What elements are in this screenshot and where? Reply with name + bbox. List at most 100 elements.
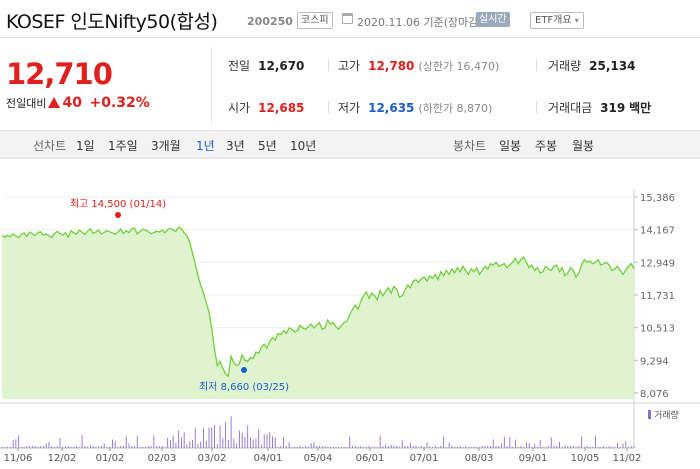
x-tick-label: 10/05 [571, 453, 600, 464]
volume-bar [476, 447, 478, 448]
page-title: KOSEF 인도Nifty50(합성) [6, 11, 218, 33]
volume-bar [454, 447, 456, 448]
volume-bar [352, 446, 353, 448]
volume-bar [341, 447, 342, 448]
volume-bar [150, 446, 152, 448]
volume-bar [514, 439, 516, 448]
volume-legend-swatch [648, 410, 651, 419]
volume-bar [299, 445, 301, 448]
volume-bar [545, 447, 547, 448]
volume-bar [506, 446, 508, 448]
volume-bar [45, 443, 47, 448]
x-tick-label: 12/02 [48, 453, 77, 464]
volume-bar [556, 446, 558, 448]
volume-bar [407, 446, 409, 448]
volume-bar [302, 447, 304, 448]
etf-overview-dropdown[interactable]: ETF개요 ▾ [530, 12, 584, 29]
volume-bar [517, 447, 519, 448]
volume-bar [550, 437, 552, 448]
volume-bar [120, 446, 122, 448]
x-tick-label: 11/06 [4, 453, 33, 464]
realtime-button[interactable]: 실시간 [476, 12, 510, 27]
volume-bar [288, 442, 290, 448]
volume-bar [343, 447, 345, 448]
volume-bar [241, 432, 243, 448]
volume-bar [404, 446, 406, 448]
volume-bar [630, 446, 632, 448]
tab-1w[interactable]: 1주일 [108, 139, 138, 153]
volume-bar [481, 446, 483, 448]
amount-label: 거래대금 [548, 101, 593, 115]
volume-bar [9, 447, 11, 448]
tab-1y[interactable]: 1년 [196, 139, 215, 153]
stock-code: 200250 [247, 15, 293, 28]
volume-bar [374, 447, 376, 448]
volume-bar [611, 447, 613, 448]
high-value: 12,780 [368, 59, 415, 73]
volume-bar [266, 434, 268, 448]
y-tick-label: 10,513 [640, 324, 675, 335]
amount-unit: 백만 [629, 101, 652, 115]
volume-bar [89, 445, 91, 448]
volume-bar [316, 446, 318, 448]
volume-bar [219, 425, 221, 448]
volume-bar [418, 447, 420, 448]
volume-bar [139, 447, 141, 448]
volume-bar [29, 446, 31, 448]
tab-monthly[interactable]: 월봉 [572, 139, 595, 153]
tab-weekly[interactable]: 주봉 [535, 139, 558, 153]
volume-bar [255, 438, 257, 448]
volume-bar [448, 442, 450, 448]
volume-bar [537, 447, 538, 448]
volume-bar [230, 416, 232, 448]
tab-10y[interactable]: 10년 [290, 139, 317, 153]
volume-bar [633, 446, 635, 448]
volume-value: 25,134 [589, 59, 636, 73]
volume-bar [205, 440, 207, 448]
volume-bar [56, 446, 58, 448]
volume-bar [238, 430, 240, 448]
x-tick-label: 11/02 [613, 453, 642, 464]
volume-bar [26, 446, 28, 448]
divider [536, 101, 537, 113]
volume-bar [203, 428, 204, 448]
volume-bar [291, 447, 293, 448]
volume-bar [346, 447, 348, 448]
current-price: 12,710 [6, 57, 113, 91]
volume-bar [263, 434, 265, 448]
tab-1d[interactable]: 1일 [76, 139, 95, 153]
volume-bar [15, 439, 17, 448]
volume-bar [313, 442, 315, 448]
volume-bar [594, 436, 596, 448]
volume-bar [216, 444, 218, 448]
tab-daily[interactable]: 일봉 [499, 139, 522, 153]
open-label: 시가 [228, 101, 251, 115]
y-tick-label: 14,167 [640, 226, 675, 237]
volume-bar [200, 441, 202, 448]
volume-bar [365, 447, 367, 448]
volume-bar [109, 447, 111, 448]
volume-bar [78, 447, 80, 448]
volume-bar [523, 447, 525, 448]
volume-bar [7, 447, 9, 448]
volume-bar [426, 442, 428, 448]
price-chart: 15,386 14,167 12,949 11,731 10,513 9,294 8,076… [0, 157, 700, 465]
header: KOSEF 인도Nifty50(합성) 200250 코스피 2020.11.0… [0, 0, 700, 38]
volume-bar [492, 439, 494, 448]
volume-bar [600, 447, 602, 448]
volume-bar [520, 446, 522, 448]
tab-3m[interactable]: 3개월 [151, 139, 181, 153]
tab-3y[interactable]: 3년 [226, 139, 245, 153]
tab-5y[interactable]: 5년 [258, 139, 277, 153]
volume-bar [156, 446, 158, 448]
volume-bar [211, 427, 213, 448]
volume-bar [161, 446, 163, 448]
volume-bar [531, 447, 533, 448]
low-label: 저가 [338, 101, 361, 115]
volume-bar [410, 443, 411, 448]
volume-bar [412, 446, 414, 448]
x-tick-label: 05/04 [304, 453, 333, 464]
price-line [1, 226, 635, 378]
volume-bar [564, 445, 566, 448]
volume-bar [252, 439, 254, 448]
